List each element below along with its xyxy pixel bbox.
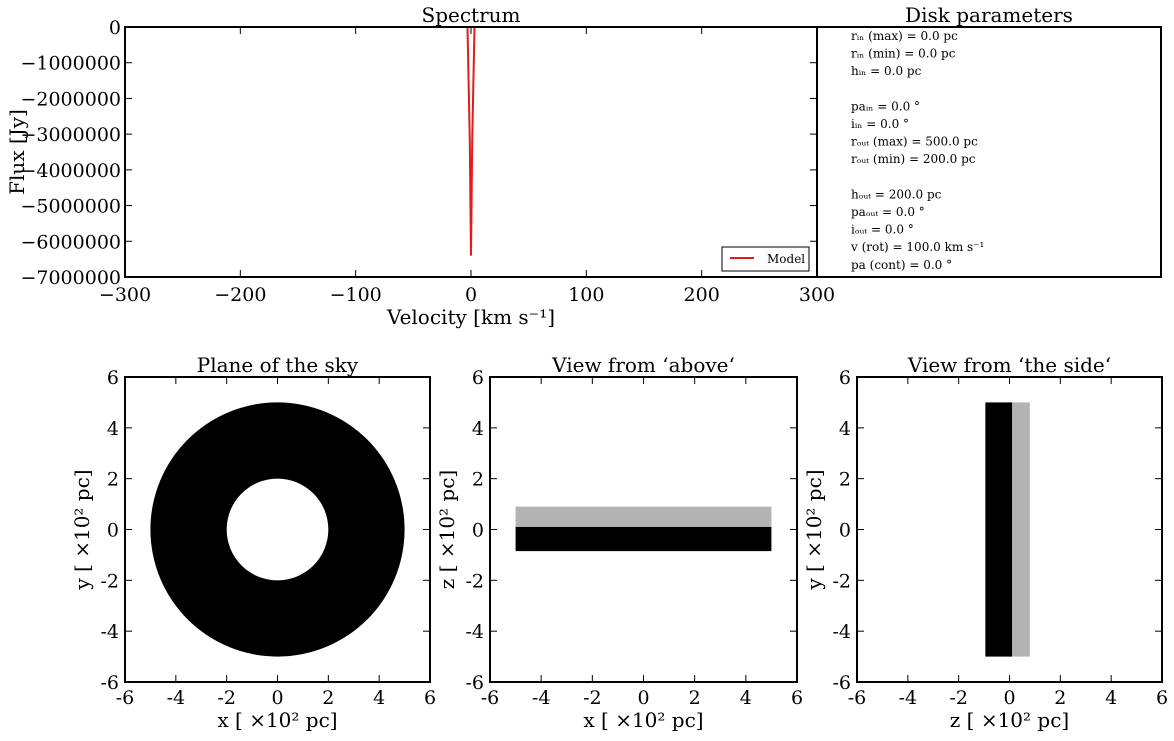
y-tick-label: 4 bbox=[839, 418, 851, 440]
parameter-line: hₒᵤₜ = 200.0 pc bbox=[851, 187, 942, 201]
x-tick-label: 200 bbox=[684, 284, 720, 306]
x-axis-label: x [ ×10² pc] bbox=[583, 708, 703, 732]
spectrum-title: Spectrum bbox=[422, 3, 521, 27]
y-tick-label: −5000000 bbox=[20, 196, 121, 218]
parameter-line: iₒᵤₜ = 0.0 ° bbox=[851, 223, 914, 237]
y-tick-label: -6 bbox=[100, 672, 119, 694]
x-tick-label: -4 bbox=[899, 687, 918, 709]
x-tick-label: 2 bbox=[1054, 687, 1066, 709]
sky-panel-title: Plane of the sky bbox=[197, 353, 359, 377]
y-tick-label: -4 bbox=[465, 621, 484, 643]
parameter-line: rₒᵤₜ (max) = 500.0 pc bbox=[851, 135, 978, 149]
x-axis-label: Velocity [km s⁻¹] bbox=[386, 305, 555, 329]
y-tick-label: −1000000 bbox=[20, 53, 121, 75]
disk-slab bbox=[515, 506, 772, 530]
y-tick-label: 2 bbox=[107, 469, 119, 491]
legend: Model bbox=[721, 246, 810, 272]
x-tick-label: 6 bbox=[1156, 687, 1168, 709]
parameter-line: paᵢₙ = 0.0 ° bbox=[851, 99, 920, 113]
x-tick-label: -6 bbox=[481, 687, 500, 709]
spectrum-panel: Spectrum −300 −200 −100 0 100 200 300 0 −1000000 −… bbox=[5, 3, 835, 329]
y-tick-label: 0 bbox=[109, 17, 121, 39]
x-tick-label: -6 bbox=[848, 687, 867, 709]
x-tick-label: −200 bbox=[214, 284, 266, 306]
parameter-line: pa (cont) = 0.0 ° bbox=[851, 258, 952, 272]
y-tick-label: 2 bbox=[472, 469, 484, 491]
y-tick-label: 0 bbox=[107, 520, 119, 542]
series-line-model bbox=[125, 26, 817, 256]
y-axis-label: y [ ×10² pc] bbox=[70, 469, 94, 590]
y-tick-label: −4000000 bbox=[20, 160, 121, 182]
x-tick-label: 300 bbox=[799, 284, 835, 306]
parameter-line: rᵢₙ (max) = 0.0 pc bbox=[851, 29, 958, 43]
x-tick-label: 2 bbox=[689, 687, 701, 709]
x-tick-label: -2 bbox=[217, 687, 236, 709]
above-panel-title: View from ‘above‘ bbox=[551, 353, 735, 377]
y-tick-label: -2 bbox=[832, 570, 851, 592]
y-tick-label: 0 bbox=[839, 520, 851, 542]
x-tick-label: −300 bbox=[99, 284, 151, 306]
y-tick-label: 4 bbox=[107, 418, 119, 440]
parameter-line: hᵢₙ = 0.0 pc bbox=[851, 64, 922, 78]
legend-label: Model bbox=[767, 252, 805, 266]
x-axis-label: x [ ×10² pc] bbox=[217, 708, 337, 732]
disk-slab bbox=[1009, 402, 1030, 657]
parameter-line: rₒᵤₜ (min) = 200.0 pc bbox=[851, 152, 976, 166]
y-tick-label: -2 bbox=[465, 570, 484, 592]
above-panel: View from ‘above‘ -6-6 -4 -4 -2 -2 0 0 2 2 4 4 6 6 x [… bbox=[435, 353, 803, 732]
y-tick-label: 0 bbox=[472, 520, 484, 542]
x-tick-label: 4 bbox=[373, 687, 385, 709]
y-tick-label: -4 bbox=[100, 621, 119, 643]
sky-panel: Plane of the sky -6-6 -4 -4 -2 -2 0 0 2 2 4 4 6 6 x [ … bbox=[70, 353, 436, 732]
y-tick-label: 6 bbox=[839, 367, 851, 389]
y-tick-label: 6 bbox=[107, 367, 119, 389]
parameter-line: paₒᵤₜ = 0.0 ° bbox=[851, 205, 925, 219]
disk-annulus bbox=[150, 402, 405, 657]
y-tick-label: −2000000 bbox=[20, 88, 121, 110]
parameter-line: v (rot) = 100.0 km s⁻¹ bbox=[850, 240, 984, 254]
x-tick-label: 0 bbox=[637, 687, 649, 709]
x-tick-label: 6 bbox=[424, 687, 436, 709]
y-tick-label: −6000000 bbox=[20, 231, 121, 253]
y-tick-label: 2 bbox=[839, 469, 851, 491]
x-tick-label: 6 bbox=[791, 687, 803, 709]
y-axis-label: Flux [Jy] bbox=[5, 109, 29, 195]
x-tick-label: -4 bbox=[532, 687, 551, 709]
parameters-panel: Disk parameters rᵢₙ (max) = 0.0 pc rᵢₙ (mi… bbox=[816, 3, 1162, 278]
parameter-line: iᵢₙ = 0.0 ° bbox=[851, 117, 909, 131]
x-tick-label: 100 bbox=[568, 284, 604, 306]
y-axis-label: z [ ×10² pc] bbox=[435, 470, 459, 589]
side-panel: View from ‘the side‘ -6-6 -4 -4 -2 -2 0 0 2 2 4 4 6 6… bbox=[802, 353, 1168, 732]
disk-slab bbox=[985, 402, 1013, 657]
y-tick-label: 4 bbox=[472, 418, 484, 440]
y-tick-label: -6 bbox=[832, 672, 851, 694]
y-axis-label: y [ ×10² pc] bbox=[802, 469, 826, 590]
x-tick-label: 4 bbox=[1105, 687, 1117, 709]
x-tick-label: 0 bbox=[1003, 687, 1015, 709]
disk-slab bbox=[515, 526, 772, 552]
y-tick-label: -4 bbox=[832, 621, 851, 643]
parameters-frame bbox=[816, 26, 1162, 278]
side-panel-title: View from ‘the side‘ bbox=[907, 353, 1111, 377]
x-tick-label: 4 bbox=[740, 687, 752, 709]
x-tick-label: -6 bbox=[116, 687, 135, 709]
y-tick-label: -2 bbox=[100, 570, 119, 592]
x-tick-label: -2 bbox=[949, 687, 968, 709]
x-tick-label: -4 bbox=[167, 687, 186, 709]
x-tick-label: 0 bbox=[271, 687, 283, 709]
y-tick-label: −7000000 bbox=[20, 267, 121, 289]
x-axis-label: z [ ×10² pc] bbox=[950, 708, 1069, 732]
y-tick-label: 6 bbox=[472, 367, 484, 389]
parameter-line: rᵢₙ (min) = 0.0 pc bbox=[851, 47, 956, 61]
y-tick-label: −3000000 bbox=[20, 124, 121, 146]
x-tick-label: −100 bbox=[330, 284, 382, 306]
y-tick-label: -6 bbox=[465, 672, 484, 694]
parameters-title: Disk parameters bbox=[905, 3, 1073, 27]
x-tick-label: 0 bbox=[465, 284, 477, 306]
x-tick-label: 2 bbox=[322, 687, 334, 709]
x-tick-label: -2 bbox=[583, 687, 602, 709]
